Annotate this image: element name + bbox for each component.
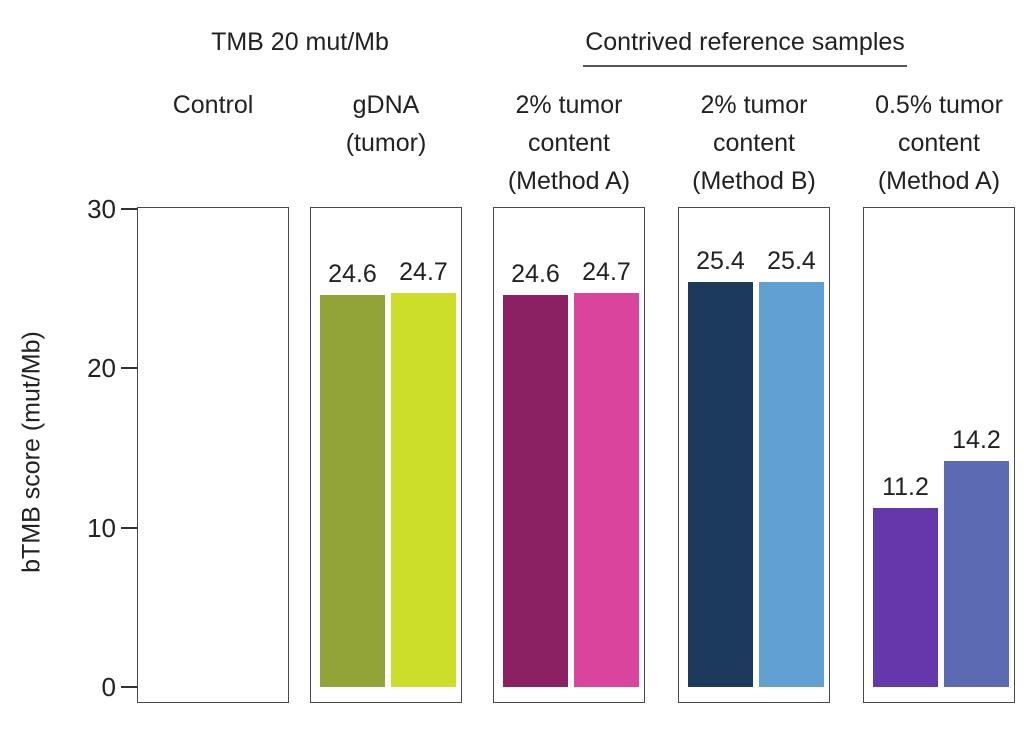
bar-value-label-panel1-0: 24.6 — [328, 260, 377, 288]
panel-box-0 — [137, 207, 289, 703]
y-tick-mark-10 — [121, 527, 137, 529]
bar-panel4-1 — [944, 461, 1009, 687]
bar-value-label-panel3-1: 25.4 — [767, 247, 816, 275]
y-axis-title: bTMB score (mut/Mb) — [17, 331, 46, 573]
y-tick-label-20: 20 — [87, 353, 116, 383]
bar-panel3-1 — [759, 282, 824, 687]
bar-panel1-0 — [320, 295, 385, 687]
bar-panel1-1 — [391, 293, 456, 687]
group-header-tmb: TMB 20 mut/Mb — [137, 26, 463, 58]
panel-column-label-0: Control — [172, 91, 254, 119]
panel-column-label-1: gDNA (tumor) — [345, 91, 427, 157]
bar-panel4-0 — [873, 508, 938, 687]
bar-value-label-panel4-1: 14.2 — [952, 426, 1001, 454]
y-tick-mark-20 — [121, 367, 137, 369]
panel-column-label-3: 2% tumor content (Method B) — [692, 91, 816, 195]
bar-value-label-panel1-1: 24.7 — [399, 258, 448, 286]
y-tick-label-30: 30 — [87, 194, 116, 224]
panel-column-label-2: 2% tumor content (Method A) — [507, 91, 631, 195]
group-header-tmb-label: TMB 20 mut/Mb — [211, 28, 389, 56]
group-header-contrived: Contrived reference samples — [480, 26, 1010, 67]
y-tick-label-0: 0 — [101, 672, 116, 702]
bar-panel2-0 — [503, 295, 568, 687]
bar-value-label-panel2-1: 24.7 — [582, 258, 631, 286]
group-header-contrived-label: Contrived reference samples — [583, 26, 907, 67]
bar-value-label-panel4-0: 11.2 — [882, 473, 929, 501]
bar-panel3-0 — [688, 282, 753, 687]
bar-value-label-panel2-0: 24.6 — [511, 260, 560, 288]
panel-column-label-4: 0.5% tumor content (Method A) — [875, 91, 1003, 195]
bar-panel2-1 — [574, 293, 639, 687]
bar-value-label-panel3-0: 25.4 — [696, 247, 745, 275]
y-tick-mark-0 — [121, 686, 137, 688]
y-tick-mark-30 — [121, 208, 137, 210]
y-tick-label-10: 10 — [87, 513, 116, 543]
